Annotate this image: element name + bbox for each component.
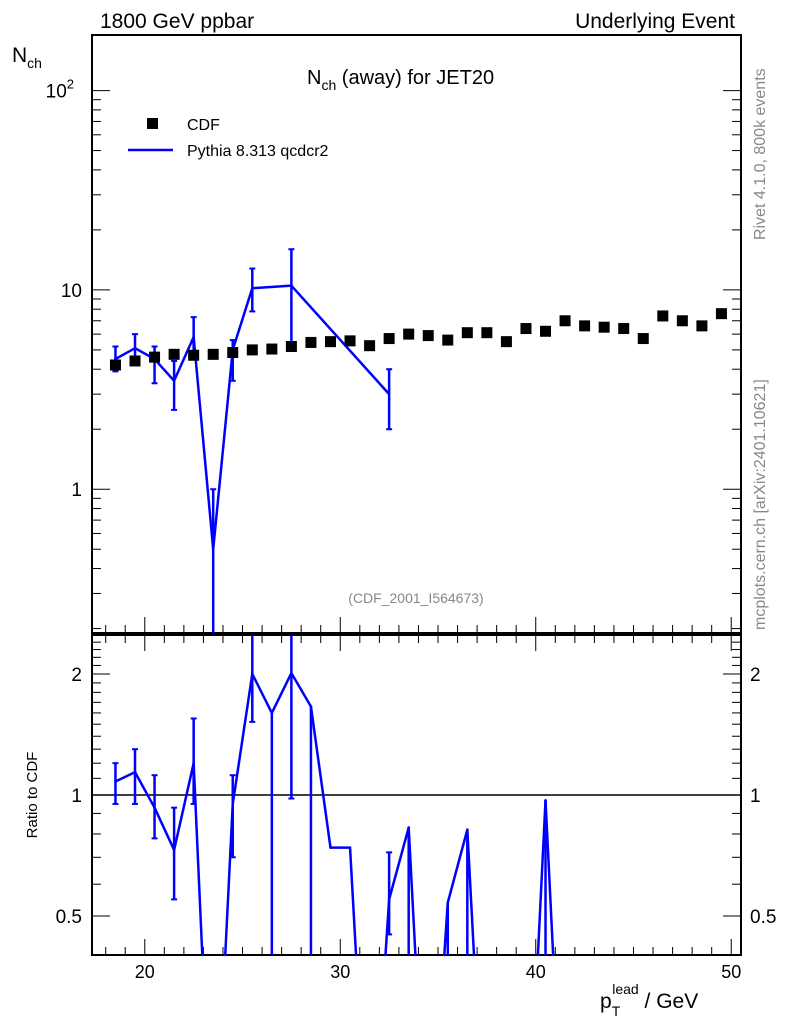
cdf-point bbox=[442, 334, 454, 346]
cdf-point bbox=[618, 323, 630, 335]
cdf-point bbox=[246, 344, 258, 356]
cdf-point bbox=[715, 308, 727, 320]
cdf-point bbox=[579, 320, 591, 332]
legend: CDF Pythia 8.313 qcdcr2 bbox=[128, 117, 329, 160]
ratio-line-segment bbox=[251, 672, 274, 715]
cdf-point bbox=[207, 348, 219, 360]
ratio-line-segment bbox=[446, 828, 469, 904]
ratio-y-tick-label-right: 1 bbox=[750, 786, 761, 807]
ratio-line-segment bbox=[172, 761, 195, 852]
pythia-line-segment bbox=[114, 346, 137, 361]
ratio-line-segment bbox=[192, 761, 204, 957]
cdf-point bbox=[676, 315, 688, 327]
cdf-point bbox=[696, 320, 708, 332]
cdf-point bbox=[168, 348, 180, 360]
cdf-point bbox=[383, 333, 395, 345]
cdf-point bbox=[598, 321, 610, 333]
cdf-point bbox=[422, 330, 434, 342]
ratio-line-segment bbox=[270, 671, 293, 715]
pythia-line-segment bbox=[172, 335, 195, 383]
ratio-line-segment bbox=[536, 799, 547, 957]
cdf-point bbox=[188, 349, 200, 361]
ratio-line-segment bbox=[544, 799, 555, 957]
ratio-line-segment bbox=[387, 826, 410, 901]
mcplots-label: mcplots.cern.ch [arXiv:2401.10621] bbox=[752, 379, 769, 630]
ratio-y-tick-label-right: 0.5 bbox=[750, 907, 776, 928]
cdf-point bbox=[364, 340, 376, 352]
cdf-point bbox=[657, 310, 669, 322]
x-tick-label: 40 bbox=[526, 962, 546, 982]
legend-marker-cdf bbox=[147, 118, 158, 129]
header-left: 1800 GeV ppbar bbox=[100, 10, 254, 33]
analysis-label: (CDF_2001_I564673) bbox=[348, 590, 483, 606]
y-axis-label: Nch bbox=[12, 44, 42, 71]
ratio-y-tick-label: 0.5 bbox=[56, 907, 82, 928]
ratio-y-label: Ratio to CDF bbox=[24, 752, 41, 839]
x-tick-label: 20 bbox=[135, 962, 155, 982]
ratio-line-segment bbox=[114, 770, 137, 783]
ratio-y-tick-label: 2 bbox=[71, 665, 82, 686]
y-tick-label: 102 bbox=[46, 77, 74, 103]
cdf-point bbox=[266, 343, 278, 355]
ratio-line-segment bbox=[309, 705, 332, 849]
ratio-line-segment bbox=[223, 802, 234, 957]
plot-title: Nch (away) for JET20 bbox=[307, 67, 494, 93]
legend-label-cdf: CDF bbox=[187, 117, 220, 134]
cdf-point bbox=[149, 351, 161, 363]
rivet-label: Rivet 4.1.0, 800k events bbox=[752, 68, 769, 240]
x-tick-label: 30 bbox=[330, 962, 350, 982]
pythia-line-segment bbox=[192, 335, 215, 551]
cdf-point bbox=[637, 333, 649, 345]
ratio-line-segment bbox=[231, 672, 254, 806]
ratio-line-segment bbox=[290, 671, 313, 708]
ratio-y-tick-label-right: 2 bbox=[750, 665, 761, 686]
cdf-point bbox=[520, 323, 532, 335]
cdf-point bbox=[129, 355, 141, 367]
cdf-point bbox=[227, 347, 239, 359]
y-tick-label: 10 bbox=[61, 281, 82, 302]
header-right: Underlying Event bbox=[575, 10, 735, 33]
y-tick-label: 1 bbox=[71, 480, 82, 501]
ratio-y-tick-label: 1 bbox=[71, 786, 82, 807]
ratio-line-segment bbox=[133, 770, 156, 809]
cdf-point bbox=[305, 336, 317, 348]
cdf-point bbox=[344, 335, 356, 347]
legend-label-pythia: Pythia 8.313 qcdcr2 bbox=[187, 143, 329, 160]
x-tick-label: 50 bbox=[721, 962, 741, 982]
cdf-point bbox=[540, 325, 552, 337]
cdf-point bbox=[559, 315, 571, 327]
ratio-line-segment bbox=[348, 846, 358, 957]
pythia-line-segment bbox=[251, 284, 293, 290]
cdf-point bbox=[324, 336, 336, 348]
cdf-point bbox=[461, 327, 473, 339]
cdf-point bbox=[481, 327, 493, 339]
cdf-point bbox=[403, 328, 415, 340]
pythia-line-segment bbox=[231, 286, 254, 352]
cdf-point bbox=[109, 359, 121, 371]
cdf-point bbox=[500, 336, 512, 348]
ratio-line-segment bbox=[153, 806, 176, 852]
pythia-line-segment bbox=[290, 284, 391, 396]
pythia-line-segment bbox=[153, 357, 176, 383]
x-axis-label: pTlead / GeV bbox=[600, 981, 698, 1019]
cdf-point bbox=[285, 341, 297, 353]
pythia-line-segment bbox=[211, 348, 234, 551]
